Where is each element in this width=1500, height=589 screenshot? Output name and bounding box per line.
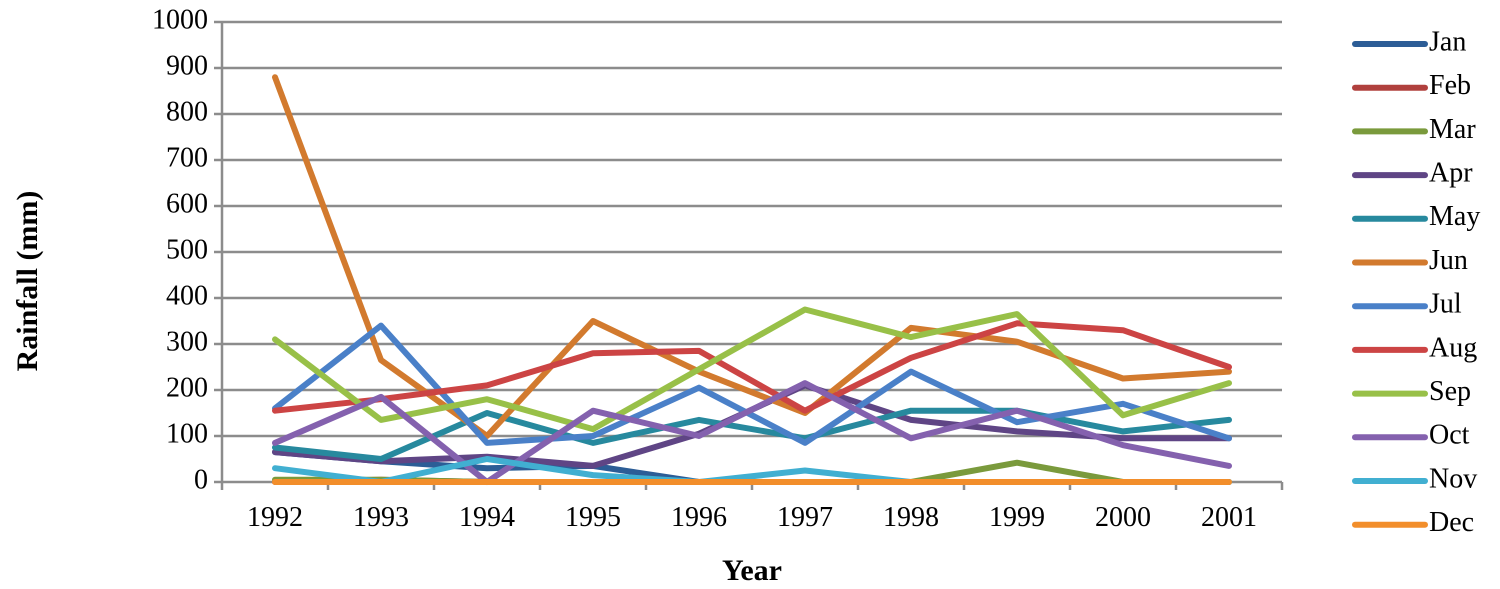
y-axis-title: Rainfall (mm) bbox=[11, 191, 44, 372]
series-line-aug bbox=[272, 320, 1232, 414]
legend-label-mar: Mar bbox=[1429, 114, 1476, 145]
y-axis-tick-labels: 0 100 200 300 400 500 600 700 800 900 1000 bbox=[152, 4, 208, 495]
legend-label-dec: Dec bbox=[1429, 507, 1474, 538]
x-tick-label: 1999 bbox=[989, 502, 1045, 533]
legend-label-aug: Aug bbox=[1429, 332, 1477, 363]
legend-label-sep: Sep bbox=[1429, 376, 1471, 407]
y-tick-label: 100 bbox=[166, 418, 208, 449]
legend-label-jun: Jun bbox=[1429, 245, 1468, 276]
x-axis-tick-labels: 1992 1993 1994 1995 1996 1997 1998 1999 2000 2001 bbox=[247, 502, 1257, 533]
y-tick-label: 400 bbox=[166, 280, 208, 311]
x-axis-title: Year bbox=[722, 554, 782, 587]
series-line-jul bbox=[272, 322, 1232, 446]
x-tick-label: 1994 bbox=[459, 502, 515, 533]
x-tick-label: 2001 bbox=[1201, 502, 1257, 533]
series-line-sep bbox=[272, 306, 1232, 433]
legend-label-may: May bbox=[1429, 201, 1480, 232]
x-tick-label: 1998 bbox=[883, 502, 939, 533]
y-tick-label: 200 bbox=[166, 372, 208, 403]
y-tick-label: 1000 bbox=[152, 4, 208, 35]
y-tick-label: 900 bbox=[166, 50, 208, 81]
y-tick-label: 500 bbox=[166, 234, 208, 265]
y-tick-label: 600 bbox=[166, 188, 208, 219]
gridlines bbox=[214, 20, 1284, 490]
x-tick-label: 1996 bbox=[671, 502, 727, 533]
legend-label-jul: Jul bbox=[1429, 289, 1462, 320]
legend-label-oct: Oct bbox=[1429, 420, 1470, 451]
legend: Jan Feb Mar Apr May Jun Jul Aug Sep Oct Nov Dec bbox=[1352, 26, 1480, 538]
series-lines bbox=[272, 74, 1232, 485]
y-tick-label: 0 bbox=[194, 464, 208, 495]
x-tick-label: 1997 bbox=[777, 502, 833, 533]
legend-label-apr: Apr bbox=[1429, 158, 1473, 189]
series-line-oct bbox=[272, 380, 1232, 485]
legend-label-jan: Jan bbox=[1429, 26, 1466, 57]
x-tick-label: 2000 bbox=[1095, 502, 1151, 533]
series-line-jun bbox=[272, 74, 1232, 439]
y-tick-label: 300 bbox=[166, 326, 208, 357]
x-tick-label: 1995 bbox=[565, 502, 621, 533]
legend-label-feb: Feb bbox=[1429, 70, 1471, 101]
x-tick-label: 1992 bbox=[247, 502, 303, 533]
y-tick-label: 800 bbox=[166, 96, 208, 127]
y-tick-label: 700 bbox=[166, 142, 208, 173]
x-tick-label: 1993 bbox=[353, 502, 409, 533]
legend-label-nov: Nov bbox=[1429, 463, 1477, 494]
